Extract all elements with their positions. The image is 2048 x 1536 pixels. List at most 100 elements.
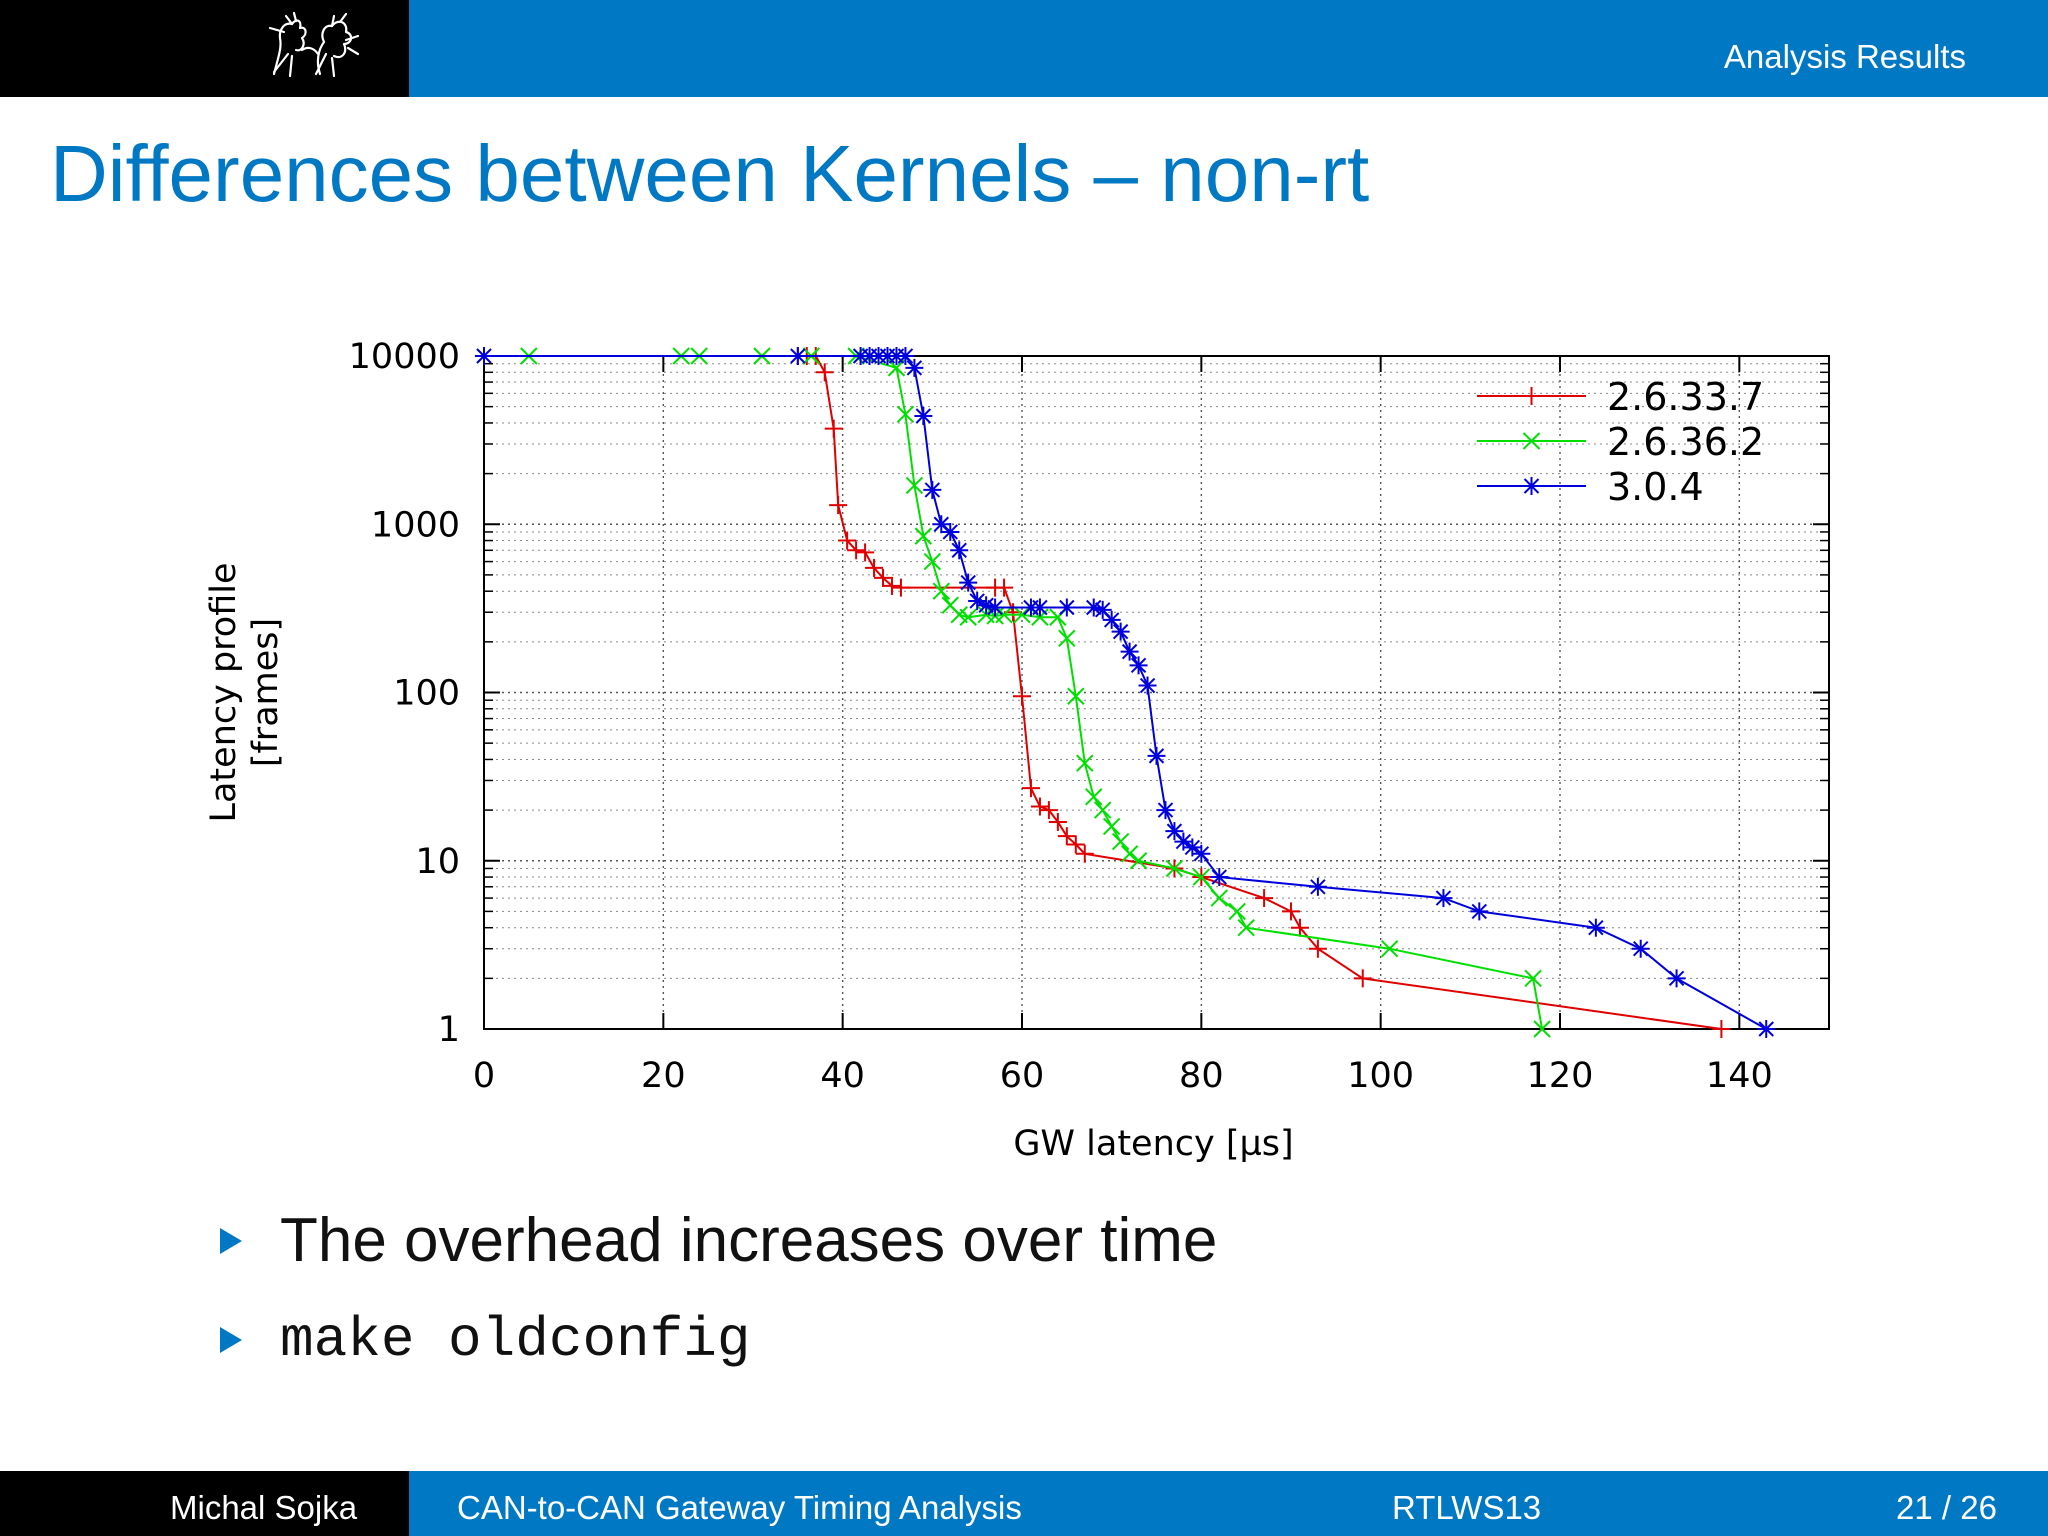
marker-stroke xyxy=(1165,859,1184,878)
data-point xyxy=(1111,622,1130,641)
marker-stroke xyxy=(1130,657,1147,674)
data-point xyxy=(1120,845,1139,863)
marker-stroke xyxy=(914,527,933,545)
marker-stroke xyxy=(1588,919,1604,936)
x-axis-label: GW latency [µs] xyxy=(1013,1124,1293,1164)
data-point xyxy=(1030,797,1049,816)
data-point xyxy=(1057,598,1076,617)
y-tick-label: 1000 xyxy=(371,505,460,545)
data-point xyxy=(914,406,933,425)
marker-stroke xyxy=(960,574,976,591)
y-tick-label: 1 xyxy=(438,1010,460,1050)
data-point xyxy=(856,543,875,562)
marker-stroke xyxy=(941,596,959,614)
marker-stroke xyxy=(995,605,1013,624)
marker-stroke xyxy=(959,608,977,626)
data-point xyxy=(959,608,977,626)
data-point xyxy=(1308,877,1327,896)
data-point xyxy=(941,522,960,541)
slide-title: Differences between Kernels – non-rt xyxy=(50,129,1370,218)
marker-stroke xyxy=(1148,748,1165,764)
marker-stroke xyxy=(1157,802,1174,818)
section-title: Analysis Results xyxy=(1723,38,1966,75)
marker-stroke xyxy=(1210,889,1228,907)
footer-right: CAN-to-CAN Gateway Timing Analysis RTLWS… xyxy=(409,1471,2048,1536)
data-point xyxy=(905,358,924,377)
data-point xyxy=(847,541,866,560)
data-point xyxy=(1237,918,1255,937)
x-tick-label: 20 xyxy=(641,1056,686,1096)
x-tick-label: 80 xyxy=(1179,1056,1224,1096)
marker-stroke xyxy=(1668,970,1685,987)
data-point xyxy=(923,480,942,499)
data-point xyxy=(882,576,901,595)
data-point xyxy=(950,541,969,560)
marker-stroke xyxy=(1435,890,1452,906)
data-point xyxy=(1013,605,1031,624)
marker-stroke xyxy=(1166,823,1183,839)
data-point xyxy=(1308,939,1327,958)
marker-stroke xyxy=(905,476,924,495)
marker-stroke xyxy=(933,516,950,532)
marker-stroke xyxy=(1058,629,1076,647)
marker-stroke xyxy=(951,542,967,559)
data-point xyxy=(1048,812,1067,831)
triangle-bullet-icon xyxy=(220,1227,242,1254)
data-point xyxy=(959,573,978,592)
data-point xyxy=(815,363,834,382)
x-tick-label: 120 xyxy=(1527,1056,1594,1096)
data-point xyxy=(1586,918,1605,937)
bullet-item: make oldconfig xyxy=(220,1308,750,1372)
marker-stroke xyxy=(1112,623,1129,640)
data-point xyxy=(1120,642,1139,661)
data-point xyxy=(891,578,910,597)
y-tick-label: 100 xyxy=(393,674,460,714)
data-point xyxy=(1156,801,1175,820)
data-point xyxy=(995,578,1014,597)
marker-stroke xyxy=(906,360,923,376)
data-point xyxy=(1631,939,1650,958)
marker-stroke xyxy=(1523,478,1540,494)
marker-stroke xyxy=(969,593,985,609)
data-point xyxy=(1102,817,1121,836)
data-point xyxy=(1102,610,1121,629)
marker-stroke xyxy=(1380,940,1399,958)
marker-stroke xyxy=(1533,1020,1551,1038)
data-point xyxy=(1712,1020,1731,1038)
marker-stroke xyxy=(1059,599,1075,616)
marker-stroke xyxy=(1632,941,1649,957)
marker-stroke xyxy=(978,597,994,613)
triangle-bullet-icon xyxy=(220,1327,242,1353)
marker-stroke xyxy=(950,605,968,624)
series-line xyxy=(797,355,1722,1030)
data-point xyxy=(1210,889,1228,907)
data-point xyxy=(1522,432,1541,450)
marker-stroke xyxy=(1310,879,1326,895)
data-point xyxy=(1757,1020,1776,1038)
data-point xyxy=(1353,969,1372,988)
marker-stroke xyxy=(1184,839,1201,856)
marker-stroke xyxy=(476,348,492,364)
data-point xyxy=(1522,477,1541,495)
data-point xyxy=(932,582,951,600)
data-point xyxy=(1165,822,1184,841)
data-point xyxy=(1093,801,1112,819)
series-3.0.4 xyxy=(475,347,1776,1038)
x-tick-label: 60 xyxy=(1000,1056,1045,1096)
marker-stroke xyxy=(1524,969,1542,988)
bullet-text: The overhead increases over time xyxy=(280,1206,1218,1275)
data-point xyxy=(1013,687,1031,706)
marker-stroke xyxy=(1013,605,1031,624)
marker-stroke xyxy=(987,599,1003,616)
plot-frame xyxy=(483,355,1830,1030)
data-point xyxy=(865,558,884,577)
data-point xyxy=(1533,1020,1551,1038)
marker-stroke xyxy=(1111,832,1130,851)
footer-author: Michal Sojka xyxy=(170,1489,358,1526)
data-point xyxy=(1228,902,1246,921)
x-tick-label: 140 xyxy=(1706,1056,1773,1096)
marker-stroke xyxy=(1085,788,1103,806)
y-tick-label: 10 xyxy=(415,842,460,882)
university-logo xyxy=(0,0,409,97)
data-point xyxy=(1039,801,1058,820)
